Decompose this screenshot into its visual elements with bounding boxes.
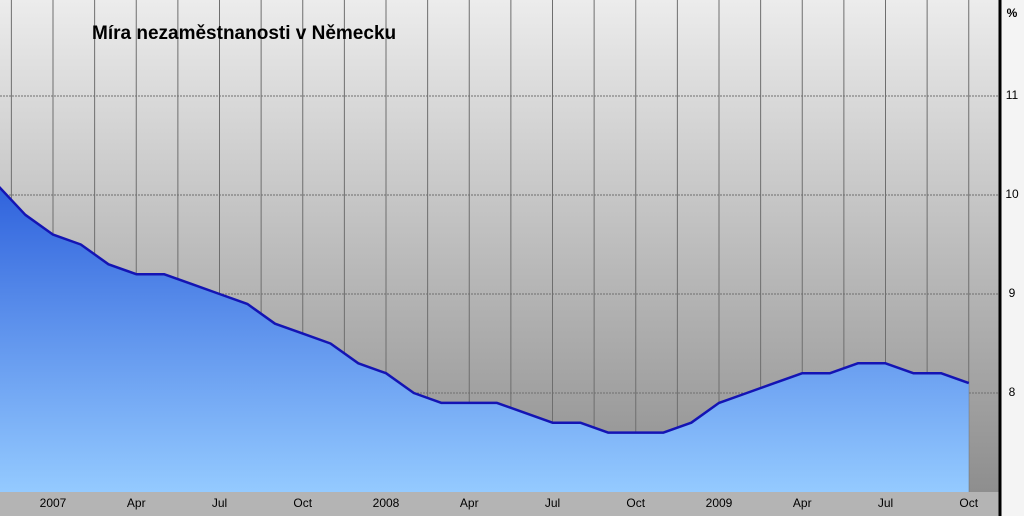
x-tick-label: Oct [293,496,312,510]
x-axis-band [0,492,1000,516]
axis-background [1000,0,1024,516]
y-tick-label: 8 [1009,385,1016,399]
x-tick-label: Jul [878,496,893,510]
x-tick-label: 2008 [373,496,400,510]
x-tick-label: Apr [127,496,146,510]
y-tick-label: 10 [1005,187,1019,201]
x-tick-label: Jul [212,496,227,510]
x-tick-label: 2007 [40,496,67,510]
x-tick-label: Jul [545,496,560,510]
x-tick-label: Oct [626,496,645,510]
x-tick-label: Oct [959,496,978,510]
y-tick-label: 9 [1009,286,1016,300]
y-tick-label: 11 [1006,88,1019,102]
x-tick-label: Apr [793,496,812,510]
line [0,185,970,434]
area [0,187,969,492]
y-axis-label: % [1007,6,1018,20]
chart-title: Míra nezaměstnanosti v Německu [92,23,396,44]
x-tick-label: Apr [460,496,479,510]
x-tick-label: 2009 [706,496,733,510]
